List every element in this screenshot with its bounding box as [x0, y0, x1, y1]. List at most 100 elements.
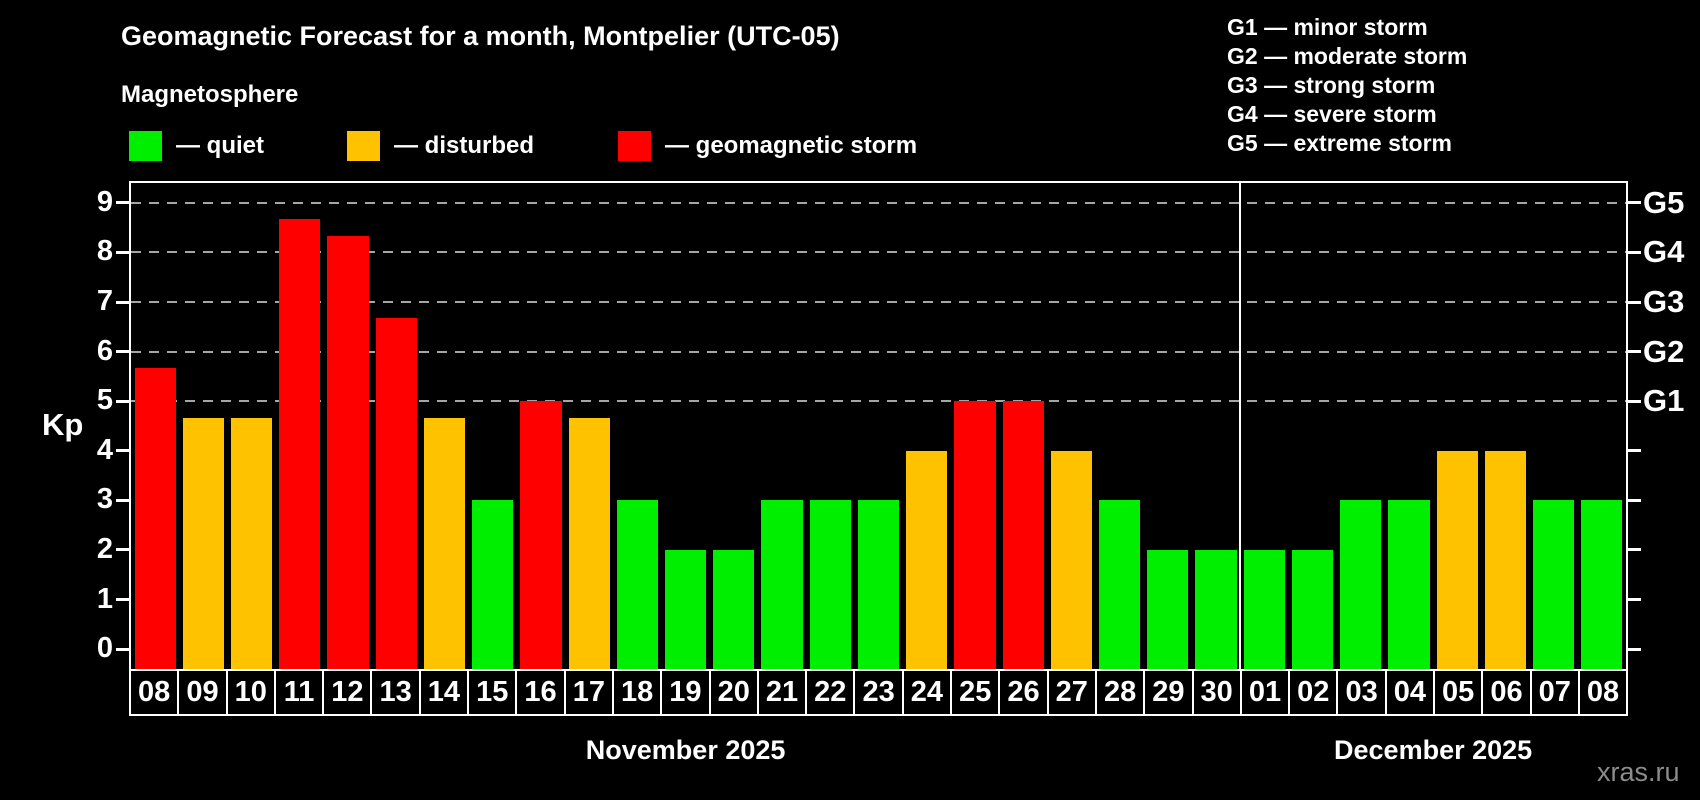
right-axis-tick — [1628, 250, 1641, 254]
month-separator — [1239, 183, 1242, 669]
gridline-kp6 — [131, 350, 1626, 353]
legend-label-disturbed: — disturbed — [394, 132, 535, 159]
date-cell: 24 — [901, 669, 953, 716]
kp-bar — [1581, 500, 1623, 669]
kp-bar — [664, 549, 707, 669]
date-cell: 26 — [998, 669, 1049, 716]
legend-item-quiet: — quiet — [129, 131, 264, 161]
g-scale-item-g3: G3 — strong storm — [1227, 72, 1436, 98]
kp-bar — [1099, 500, 1141, 669]
kp-bar — [520, 401, 562, 669]
date-cell: 18 — [611, 669, 663, 716]
date-cell: 04 — [1384, 669, 1436, 716]
legend-item-disturbed: — disturbed — [347, 131, 534, 161]
right-axis-tick — [1628, 399, 1641, 403]
g-scale-item-g5: G5 — extreme storm — [1227, 130, 1452, 156]
kp-bar — [761, 500, 803, 669]
y-axis-tick — [116, 300, 129, 304]
date-cell: 10 — [225, 669, 276, 716]
kp-bar — [1291, 549, 1334, 669]
kp-bar — [423, 417, 466, 669]
y-axis-label: 2 — [96, 532, 113, 565]
date-cell: 23 — [853, 669, 904, 716]
y-axis-label: 8 — [96, 235, 113, 268]
kp-bar — [1484, 450, 1527, 669]
kp-bar — [857, 500, 900, 669]
kp-bar — [954, 401, 996, 669]
y-axis-tick — [116, 449, 129, 453]
g-axis-label-g1: G1 — [1643, 383, 1685, 419]
date-cell: 07 — [1529, 669, 1580, 716]
y-axis-tick — [116, 399, 129, 403]
y-axis-tick — [116, 598, 129, 602]
right-axis-tick — [1628, 598, 1641, 602]
date-cell: 06 — [1481, 669, 1532, 716]
y-axis-label: 1 — [96, 582, 113, 615]
y-axis-tick — [116, 548, 129, 552]
date-cell: 09 — [177, 669, 228, 716]
kp-bar — [182, 417, 224, 669]
right-axis-tick — [1628, 498, 1641, 502]
date-cell: 19 — [660, 669, 711, 716]
g-scale-legend: G1 — minor storm G2 — moderate storm G3 … — [1227, 13, 1467, 158]
date-cell: 22 — [805, 669, 856, 716]
y-axis-tick — [116, 250, 129, 254]
date-cell: 02 — [1288, 669, 1339, 716]
disturbed-color-swatch — [347, 131, 380, 161]
y-axis-label: 4 — [96, 433, 113, 466]
kp-bar — [327, 236, 369, 669]
date-cell: 08 — [1577, 669, 1629, 716]
kp-bar — [1243, 549, 1285, 669]
date-cell: 08 — [129, 669, 180, 716]
y-axis-tick — [116, 201, 129, 205]
date-cell: 21 — [756, 669, 808, 716]
g-scale-item-g1: G1 — minor storm — [1227, 14, 1428, 40]
y-axis-label: 9 — [96, 185, 113, 218]
date-cell: 28 — [1094, 669, 1146, 716]
date-cell: 01 — [1239, 669, 1291, 716]
legend-label-storm: — geomagnetic storm — [665, 132, 918, 159]
month-label: December 2025 — [1334, 735, 1533, 765]
y-axis-label: 0 — [96, 631, 113, 664]
g-axis-label-g2: G2 — [1643, 333, 1685, 369]
kp-bar — [1050, 450, 1092, 669]
storm-color-swatch — [618, 131, 651, 161]
date-cell: 12 — [322, 669, 373, 716]
kp-bar — [1340, 500, 1382, 669]
kp-bar — [279, 219, 321, 669]
gridline-kp9 — [131, 201, 1626, 204]
chart-subtitle: Magnetosphere — [121, 81, 299, 108]
right-axis-tick — [1628, 300, 1641, 304]
date-cell: 29 — [1143, 669, 1194, 716]
g-axis-label-g5: G5 — [1643, 184, 1685, 220]
gridline-kp7 — [131, 301, 1626, 304]
watermark: xras.ru — [1597, 757, 1680, 787]
date-cell: 16 — [515, 669, 566, 716]
date-cell: 30 — [1191, 669, 1242, 716]
legend-item-storm: — geomagnetic storm — [618, 131, 917, 161]
g-axis-label-g4: G4 — [1643, 234, 1685, 270]
kp-bar — [568, 417, 610, 669]
kp-bar — [616, 500, 658, 669]
page-title: Geomagnetic Forecast for a month, Montpe… — [121, 21, 840, 51]
y-axis-label: 5 — [96, 384, 113, 417]
date-cell: 03 — [1336, 669, 1387, 716]
date-cell: 27 — [1046, 669, 1097, 716]
y-axis-label: 3 — [96, 483, 113, 516]
kp-bar — [230, 417, 273, 669]
date-axis: 08 09 10 11 12 13 14 15 16 17 18 19 20 21 22 23 24 25 26 27… — [129, 669, 1629, 716]
gridline-kp5 — [131, 400, 1626, 403]
y-axis-tick — [116, 498, 129, 502]
gridline-kp8 — [131, 251, 1626, 254]
kp-bar — [1533, 500, 1575, 669]
month-label: November 2025 — [585, 735, 786, 765]
kp-bar — [472, 500, 514, 669]
y-axis-label: 6 — [96, 334, 113, 367]
kp-bar — [134, 367, 176, 669]
date-cell: 14 — [418, 669, 470, 716]
right-axis-tick — [1628, 548, 1641, 552]
kp-bar — [906, 450, 948, 669]
quiet-color-swatch — [129, 131, 162, 161]
g-scale-item-g2: G2 — moderate storm — [1227, 43, 1468, 69]
